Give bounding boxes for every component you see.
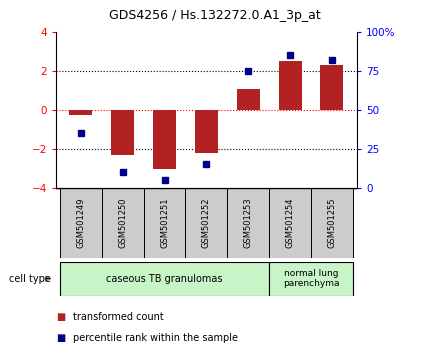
Bar — [60, 188, 102, 258]
Text: GSM501255: GSM501255 — [327, 198, 336, 248]
Bar — [279, 61, 301, 110]
Bar — [60, 262, 269, 296]
Text: transformed count: transformed count — [73, 312, 164, 322]
Bar — [70, 110, 92, 115]
Text: GSM501254: GSM501254 — [286, 198, 295, 248]
Text: ■: ■ — [56, 312, 65, 322]
Text: GSM501249: GSM501249 — [77, 198, 86, 248]
Bar — [195, 110, 218, 153]
Text: GSM501252: GSM501252 — [202, 198, 211, 248]
Bar — [111, 110, 134, 154]
Bar — [269, 262, 353, 296]
Bar — [227, 188, 269, 258]
Text: caseous TB granulomas: caseous TB granulomas — [106, 274, 223, 284]
Bar — [102, 188, 144, 258]
Bar — [237, 89, 260, 110]
Text: GDS4256 / Hs.132272.0.A1_3p_at: GDS4256 / Hs.132272.0.A1_3p_at — [109, 9, 321, 22]
Text: GSM501251: GSM501251 — [160, 198, 169, 248]
Text: cell type: cell type — [9, 274, 50, 284]
Bar — [185, 188, 227, 258]
Text: GSM501250: GSM501250 — [118, 198, 127, 248]
Text: ■: ■ — [56, 333, 65, 343]
Bar — [269, 188, 311, 258]
Bar — [153, 110, 176, 169]
Bar — [320, 65, 343, 110]
Text: normal lung
parenchyma: normal lung parenchyma — [283, 269, 339, 289]
Bar — [311, 188, 353, 258]
Bar — [144, 188, 185, 258]
Text: GSM501253: GSM501253 — [244, 198, 253, 249]
Text: percentile rank within the sample: percentile rank within the sample — [73, 333, 238, 343]
